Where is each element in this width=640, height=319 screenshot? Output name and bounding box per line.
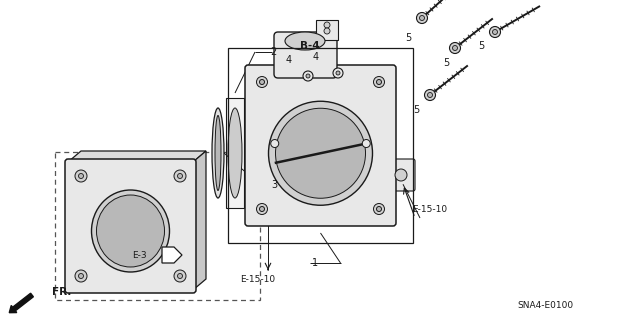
Text: E-15-10: E-15-10 (412, 205, 447, 214)
Text: 5: 5 (413, 105, 419, 115)
FancyBboxPatch shape (274, 32, 337, 78)
Circle shape (376, 79, 381, 85)
Circle shape (177, 273, 182, 278)
FancyBboxPatch shape (65, 159, 196, 293)
Circle shape (79, 273, 83, 278)
Circle shape (449, 42, 461, 54)
Bar (226, 98, 244, 208)
Circle shape (306, 74, 310, 78)
Text: E-15-10: E-15-10 (241, 275, 276, 284)
Bar (316, 20, 338, 40)
Circle shape (177, 174, 182, 179)
Text: 5: 5 (405, 33, 411, 43)
Ellipse shape (285, 32, 325, 50)
Ellipse shape (228, 108, 242, 198)
Text: 5: 5 (478, 41, 484, 51)
Text: 2: 2 (270, 47, 276, 57)
Ellipse shape (97, 195, 164, 267)
Circle shape (376, 206, 381, 211)
Circle shape (269, 101, 372, 205)
Circle shape (336, 71, 340, 75)
Circle shape (452, 46, 458, 50)
Circle shape (259, 79, 264, 85)
Ellipse shape (92, 190, 170, 272)
Circle shape (428, 93, 433, 98)
Circle shape (417, 12, 428, 24)
Polygon shape (162, 247, 182, 263)
Text: FR.: FR. (52, 287, 72, 297)
Circle shape (303, 71, 313, 81)
Circle shape (257, 77, 268, 87)
Circle shape (374, 77, 385, 87)
FancyArrow shape (9, 293, 33, 313)
Circle shape (493, 29, 497, 34)
Bar (228, 48, 413, 243)
Text: 5: 5 (443, 58, 449, 68)
Circle shape (424, 90, 435, 100)
FancyBboxPatch shape (245, 65, 396, 226)
Circle shape (174, 270, 186, 282)
Circle shape (75, 170, 87, 182)
Circle shape (374, 204, 385, 214)
Circle shape (324, 28, 330, 34)
Text: B-4: B-4 (300, 41, 320, 51)
Polygon shape (193, 151, 206, 290)
Text: 3: 3 (271, 180, 277, 190)
Circle shape (275, 108, 365, 198)
Circle shape (362, 139, 371, 147)
Ellipse shape (212, 108, 224, 198)
Circle shape (324, 22, 330, 28)
Circle shape (259, 206, 264, 211)
Text: SNA4-E0100: SNA4-E0100 (517, 300, 573, 309)
Text: E-3: E-3 (132, 250, 147, 259)
FancyBboxPatch shape (389, 159, 415, 191)
Circle shape (75, 270, 87, 282)
Text: 1: 1 (312, 258, 318, 268)
Circle shape (271, 139, 279, 147)
Circle shape (333, 68, 343, 78)
Text: 4: 4 (286, 55, 292, 65)
Circle shape (395, 169, 407, 181)
Circle shape (174, 170, 186, 182)
Bar (55, 152, 260, 300)
Circle shape (257, 204, 268, 214)
Text: 4: 4 (313, 52, 319, 62)
Circle shape (490, 26, 500, 38)
Circle shape (419, 16, 424, 20)
Ellipse shape (215, 115, 221, 190)
Circle shape (79, 174, 83, 179)
Polygon shape (68, 151, 206, 162)
